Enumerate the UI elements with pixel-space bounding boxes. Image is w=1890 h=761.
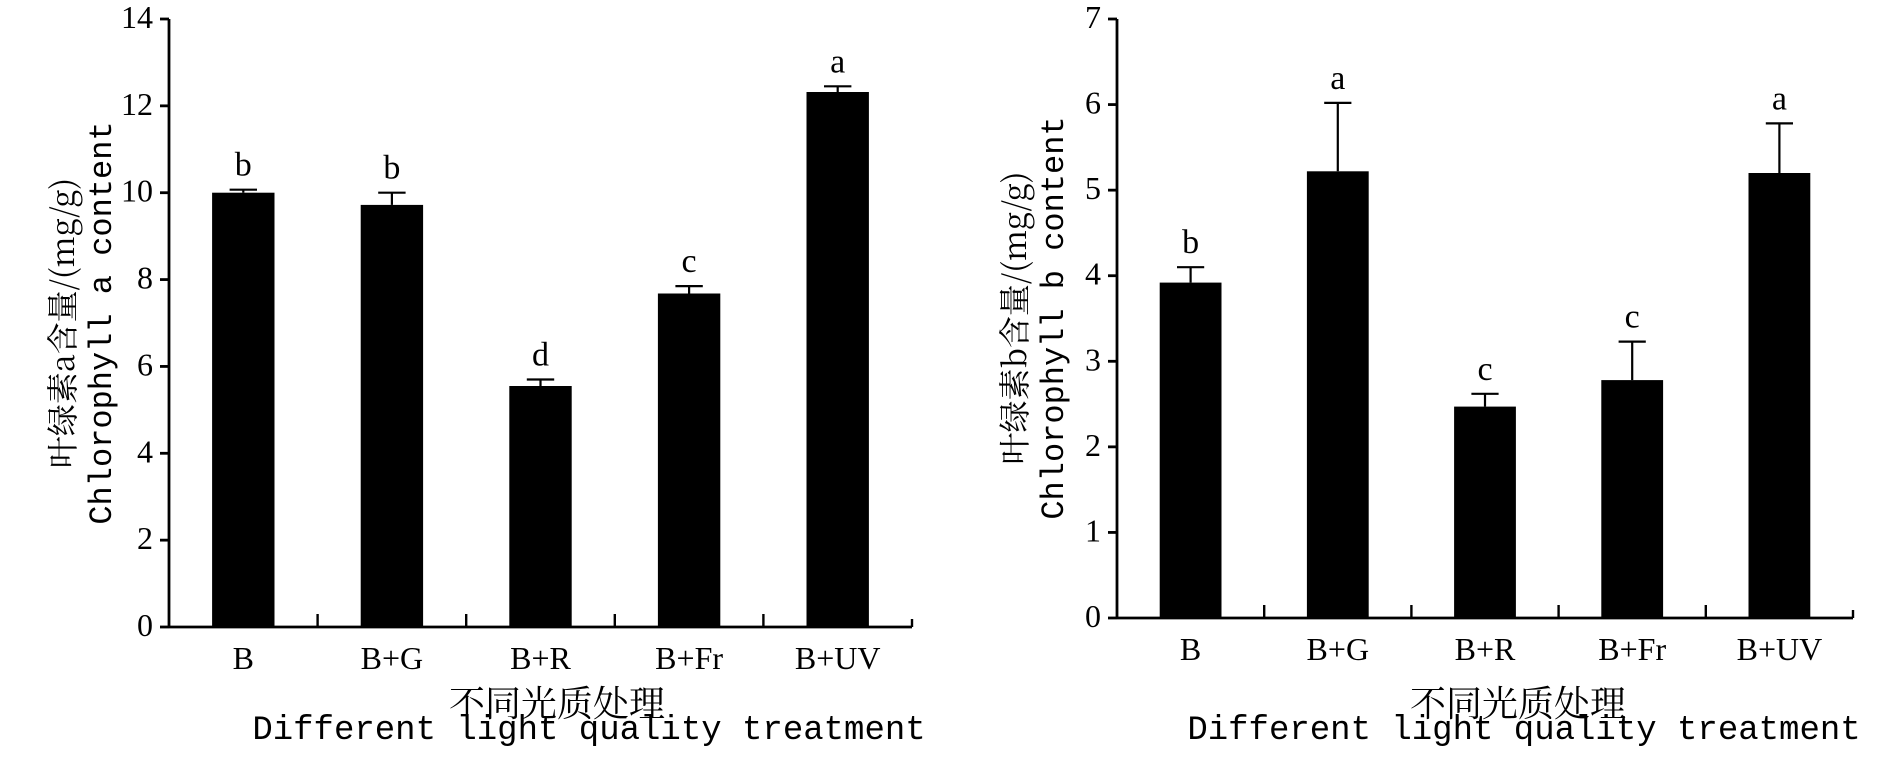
svg-text:5: 5 [1085,170,1101,206]
svg-text:0: 0 [137,607,153,643]
svg-text:10: 10 [121,173,153,209]
svg-text:6: 6 [137,346,153,382]
svg-text:B+UV: B+UV [1737,631,1823,667]
svg-text:a: a [1330,60,1345,97]
svg-text:B+G: B+G [1307,631,1370,667]
svg-text:B: B [233,640,254,676]
svg-text:B+R: B+R [510,640,571,676]
svg-text:0: 0 [1085,598,1101,634]
svg-text:c: c [682,243,697,280]
svg-text:4: 4 [137,433,153,469]
svg-text:a: a [830,43,845,80]
svg-text:2: 2 [137,520,153,556]
svg-text:6: 6 [1085,85,1101,121]
svg-text:8: 8 [137,260,153,296]
svg-text:3: 3 [1085,341,1101,377]
svg-text:B+Fr: B+Fr [1598,631,1666,667]
svg-text:1: 1 [1085,512,1101,548]
svg-text:B+G: B+G [361,640,424,676]
svg-text:B: B [1180,631,1201,667]
svg-text:b: b [235,147,252,184]
svg-text:B+UV: B+UV [795,640,881,676]
svg-text:B+R: B+R [1455,631,1516,667]
svg-text:B+Fr: B+Fr [655,640,723,676]
svg-text:12: 12 [121,86,153,122]
svg-text:c: c [1625,299,1640,336]
svg-text:b: b [1182,224,1199,261]
svg-text:4: 4 [1085,256,1101,292]
svg-text:b: b [383,150,400,187]
svg-text:d: d [532,337,549,374]
svg-text:c: c [1477,351,1492,388]
svg-text:a: a [1772,80,1787,117]
svg-text:7: 7 [1085,0,1101,35]
svg-text:14: 14 [121,0,153,35]
svg-text:2: 2 [1085,427,1101,463]
